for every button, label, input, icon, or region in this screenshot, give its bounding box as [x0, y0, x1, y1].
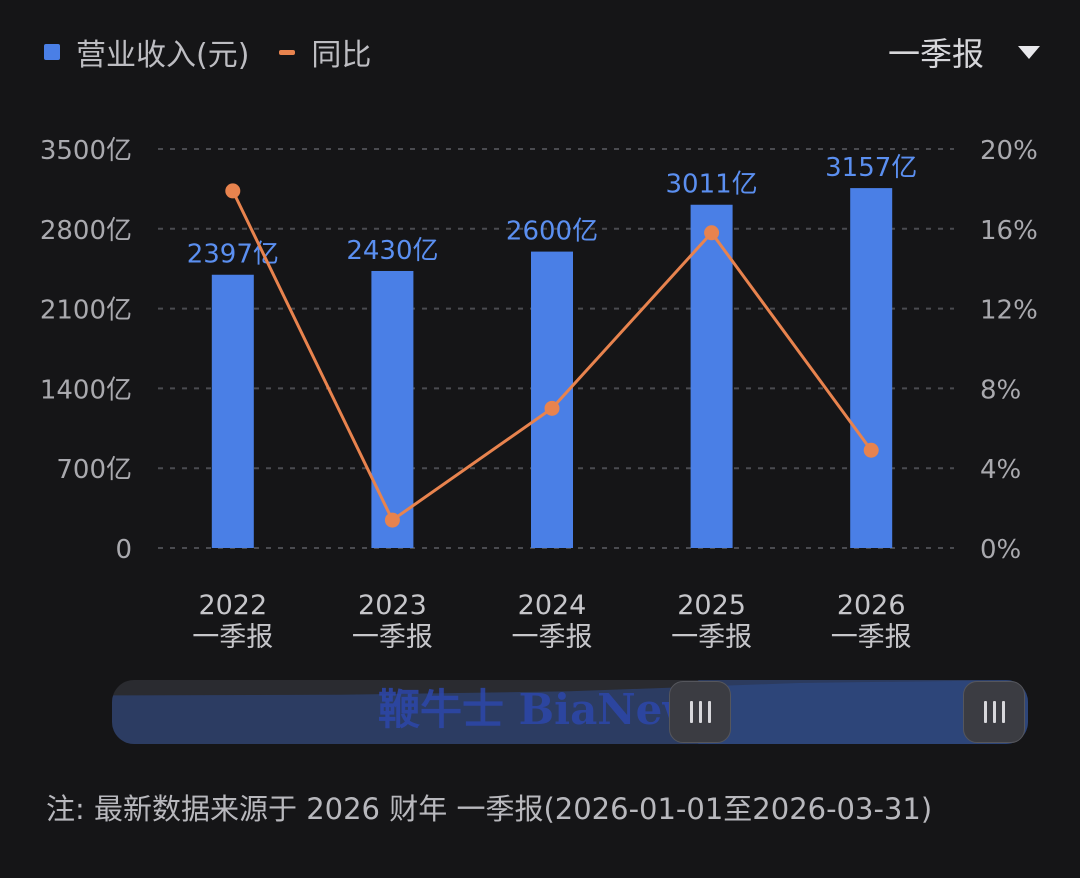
y-left-tick-label: 3500亿 — [40, 136, 132, 166]
revenue-bar — [211, 274, 254, 548]
period-dropdown-value: 一季报 — [887, 35, 984, 73]
range-slider-end-handle[interactable] — [963, 681, 1025, 743]
yoy-legend-label: 同比 — [311, 38, 372, 73]
yoy-point — [863, 442, 879, 458]
yoy-point — [704, 225, 720, 241]
revenue-yoy-chart: 0 700亿 1400亿 2100亿 2800亿 3500亿 0% 4% 8% 12% 16% 20%… — [40, 136, 1038, 653]
revenue-bar-label: 3011亿 — [666, 170, 758, 200]
yoy-point — [384, 512, 400, 528]
y-right-tick-label: 4% — [980, 455, 1021, 485]
yoy-point — [225, 183, 241, 199]
y-left-tick-label: 1400亿 — [40, 375, 132, 405]
y-right-tick-label: 12% — [980, 296, 1038, 326]
y-left-tick-label: 2800亿 — [40, 216, 132, 246]
x-tick-label: 2025 一季报 — [671, 590, 752, 653]
yoy-legend-swatch — [279, 49, 296, 55]
watermark-logo: 鞭牛士 BiaNews — [378, 685, 723, 734]
period-dropdown[interactable]: 一季报 — [888, 30, 1040, 74]
y-left-tick-label: 700亿 — [56, 455, 132, 485]
revenue-bar-label: 2600亿 — [506, 217, 598, 247]
revenue-bar — [531, 251, 573, 548]
y-right-tick-label: 20% — [980, 136, 1038, 166]
revenue-bar-label: 2430亿 — [346, 236, 438, 266]
data-source-note: 注: 最新数据来源于 2026 财年 一季报(2026-01-01至2026-0… — [46, 792, 933, 826]
x-tick-label: 2024 一季报 — [512, 590, 593, 653]
y-right-tick-label: 0% — [980, 535, 1021, 565]
grip-icon — [983, 701, 1005, 723]
legend-item-yoy[interactable]: 同比 — [279, 30, 371, 74]
revenue-bar — [371, 270, 414, 548]
x-tick-label: 2022 一季报 — [192, 590, 273, 653]
legend-item-revenue[interactable]: 营业收入(元) — [44, 30, 249, 74]
revenue-bar — [690, 204, 733, 548]
chart-legend: 营业收入(元) 同比 — [44, 30, 401, 74]
y-left-tick-label: 2100亿 — [40, 296, 132, 326]
revenue-legend-swatch — [44, 44, 60, 60]
revenue-bar — [850, 188, 893, 549]
grip-icon — [689, 701, 711, 723]
chevron-down-icon — [1018, 45, 1040, 59]
x-tick-label: 2023 一季报 — [352, 590, 433, 653]
y-right-tick-label: 8% — [980, 375, 1021, 405]
revenue-legend-label: 营业收入(元) — [76, 38, 250, 73]
x-tick-label: 2026 一季报 — [831, 590, 912, 653]
y-left-tick-label: 0 — [115, 535, 132, 565]
y-right-tick-label: 16% — [980, 216, 1038, 246]
yoy-point — [544, 400, 560, 416]
slider-preview-area — [112, 680, 1028, 744]
revenue-bar-label: 3157亿 — [825, 153, 917, 183]
range-slider-start-handle[interactable] — [669, 681, 731, 743]
